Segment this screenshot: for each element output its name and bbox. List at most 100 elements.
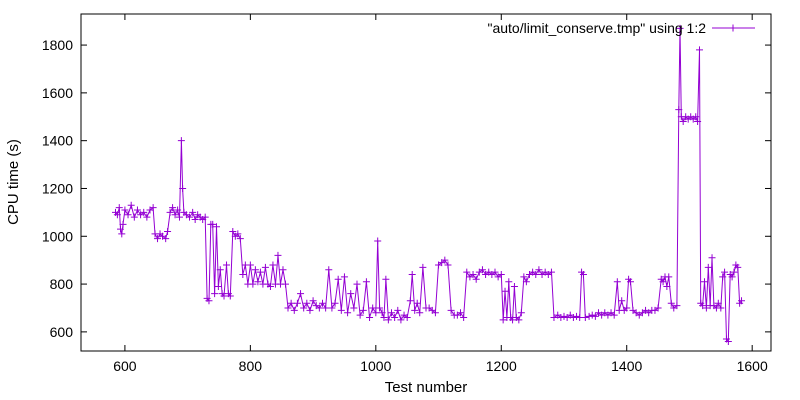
data-point xyxy=(376,304,384,312)
data-point xyxy=(344,309,352,317)
data-point xyxy=(315,304,323,312)
data-point xyxy=(478,266,486,274)
data-point xyxy=(274,251,282,259)
data-point xyxy=(460,314,468,322)
data-point xyxy=(209,220,217,228)
data-point xyxy=(517,309,525,317)
data-point xyxy=(626,278,634,286)
data-point xyxy=(340,273,348,281)
data-point xyxy=(216,266,224,274)
data-point xyxy=(279,266,287,274)
data-point xyxy=(261,263,269,271)
data-point xyxy=(297,290,305,298)
data-point xyxy=(535,266,543,274)
data-point xyxy=(416,309,424,317)
data-point xyxy=(384,316,392,324)
data-point xyxy=(618,297,626,305)
data-point xyxy=(515,316,523,324)
data-point xyxy=(189,208,197,216)
data-point xyxy=(499,316,507,324)
series-layer xyxy=(112,24,746,345)
data-point xyxy=(721,268,729,276)
x-tick-label: 1600 xyxy=(737,358,768,374)
data-point xyxy=(457,309,464,317)
data-point xyxy=(532,271,540,279)
data-point xyxy=(186,213,194,221)
data-point xyxy=(694,118,702,126)
data-point xyxy=(463,268,471,276)
data-point xyxy=(256,268,264,276)
data-point xyxy=(738,297,746,305)
data-point xyxy=(229,227,237,235)
data-point xyxy=(174,206,182,214)
data-point xyxy=(356,311,364,319)
data-point xyxy=(708,254,716,262)
data-point xyxy=(591,312,599,320)
data-point xyxy=(730,268,738,276)
data-point xyxy=(214,282,222,290)
data-point xyxy=(303,299,311,307)
data-point xyxy=(175,213,183,221)
data-point xyxy=(293,299,301,307)
series-markers xyxy=(112,24,746,345)
data-point xyxy=(347,290,355,298)
data-point xyxy=(719,273,727,281)
data-point xyxy=(127,201,135,209)
x-tick-label: 1400 xyxy=(611,358,642,374)
y-tick-label: 1400 xyxy=(42,133,73,149)
data-point xyxy=(654,304,662,312)
data-point xyxy=(419,263,427,271)
legend-marker-icon xyxy=(729,24,737,32)
data-point xyxy=(378,309,386,317)
data-point xyxy=(251,266,259,274)
y-tick-label: 800 xyxy=(50,276,74,292)
data-point xyxy=(663,282,671,290)
data-point xyxy=(491,268,499,276)
data-point xyxy=(585,312,593,320)
data-point xyxy=(501,287,509,295)
data-point xyxy=(411,306,419,314)
data-point xyxy=(220,292,228,300)
data-point xyxy=(388,309,395,317)
data-point xyxy=(169,204,177,212)
data-point xyxy=(223,261,231,269)
data-point xyxy=(702,304,710,312)
data-point xyxy=(472,275,480,283)
data-point xyxy=(406,297,414,305)
data-point xyxy=(505,278,513,286)
y-tick-label: 1000 xyxy=(42,228,73,244)
data-point xyxy=(177,137,185,145)
data-point xyxy=(205,297,213,305)
data-point xyxy=(469,271,477,279)
data-point xyxy=(171,211,179,219)
data-point xyxy=(497,271,505,279)
data-point xyxy=(319,299,326,307)
data-point xyxy=(328,304,336,312)
data-point xyxy=(234,230,242,238)
data-point xyxy=(117,225,125,233)
data-point xyxy=(695,46,703,54)
data-point xyxy=(119,220,127,228)
y-axis-label: CPU time (s) xyxy=(5,139,22,225)
data-point xyxy=(667,299,675,307)
data-point xyxy=(115,204,123,212)
data-point xyxy=(579,271,587,279)
y-tick-label: 1600 xyxy=(42,85,73,101)
data-point xyxy=(623,304,631,312)
y-tick-label: 1200 xyxy=(42,180,73,196)
data-point xyxy=(403,314,411,322)
data-point xyxy=(581,314,589,322)
data-point xyxy=(701,278,709,286)
data-point xyxy=(226,292,234,300)
y-tick-label: 1800 xyxy=(42,37,73,53)
data-point xyxy=(613,278,621,286)
data-point xyxy=(391,314,399,322)
data-point xyxy=(325,266,333,274)
data-point xyxy=(130,213,138,221)
data-point xyxy=(179,184,187,192)
data-point xyxy=(166,208,174,216)
data-point xyxy=(728,273,736,281)
plot-frame xyxy=(80,13,772,352)
